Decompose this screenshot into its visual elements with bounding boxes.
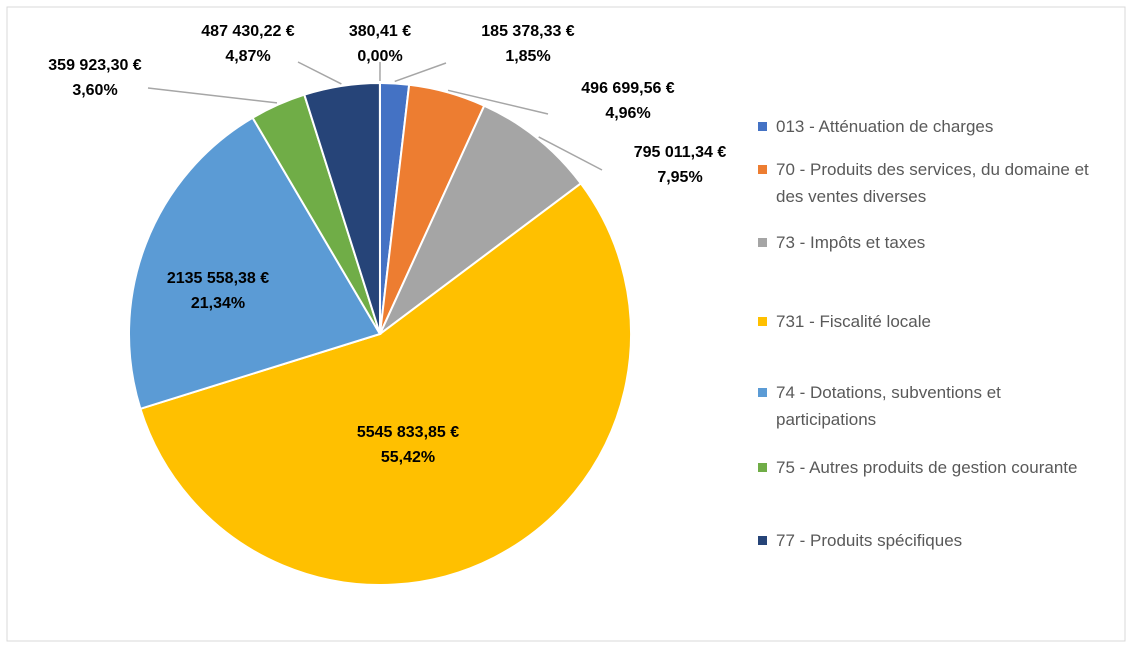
percent-label: 21,34% — [191, 295, 245, 312]
percent-label: 3,60% — [72, 82, 117, 99]
legend-label: 75 - Autres produits de gestion courante — [776, 458, 1078, 477]
legend-label: 74 - Dotations, subventions et participa… — [776, 383, 1001, 429]
value-label: 487 430,22 € — [201, 23, 295, 40]
legend-entry: 75 - Autres produits de gestion courante — [758, 454, 1098, 481]
percent-label: 0,00% — [357, 48, 402, 65]
legend-entry: 77 - Produits spécifiques — [758, 527, 1098, 554]
legend-swatch — [758, 238, 767, 247]
leader-line — [147, 87, 278, 104]
legend-entry: 731 - Fiscalité locale — [758, 308, 1098, 335]
percent-label: 7,95% — [657, 169, 702, 186]
value-label: 5545 833,85 € — [357, 424, 459, 441]
legend-swatch — [758, 463, 767, 472]
leader-line — [538, 136, 603, 171]
legend-swatch — [758, 536, 767, 545]
value-label: 795 011,34 € — [634, 144, 727, 161]
leader-line — [447, 89, 549, 115]
legend-label: 731 - Fiscalité locale — [776, 312, 931, 331]
legend-swatch — [758, 317, 767, 326]
percent-label: 55,42% — [381, 449, 435, 466]
value-label: 2135 558,38 € — [167, 270, 269, 287]
legend-entry: 73 - Impôts et taxes — [758, 229, 1098, 256]
legend-swatch — [758, 165, 767, 174]
value-label: 380,41 € — [349, 23, 411, 40]
pie-slice — [128, 116, 382, 411]
legend-label: 77 - Produits spécifiques — [776, 531, 963, 550]
legend-label: 70 - Produits des services, du domaine e… — [776, 160, 1089, 206]
chart-border — [6, 6, 1126, 642]
legend-entry: 74 - Dotations, subventions et participa… — [758, 379, 1098, 433]
percent-label: 4,96% — [605, 105, 650, 122]
legend-entry: 013 - Atténuation de charges — [758, 113, 1098, 140]
percent-label: 4,87% — [225, 48, 270, 65]
legend-entry: 70 - Produits des services, du domaine e… — [758, 156, 1098, 210]
value-label: 496 699,56 € — [581, 80, 675, 97]
legend-swatch — [758, 122, 767, 131]
value-label: 359 923,30 € — [48, 57, 142, 74]
leader-line — [394, 62, 447, 83]
pie-slice — [139, 182, 632, 586]
leader-line — [297, 61, 342, 85]
percent-label: 1,85% — [505, 48, 550, 65]
pie-slice — [379, 104, 583, 335]
legend-label: 73 - Impôts et taxes — [776, 233, 926, 252]
legend-swatch — [758, 388, 767, 397]
value-label: 185 378,33 € — [481, 23, 575, 40]
legend-label: 013 - Atténuation de charges — [776, 117, 994, 136]
